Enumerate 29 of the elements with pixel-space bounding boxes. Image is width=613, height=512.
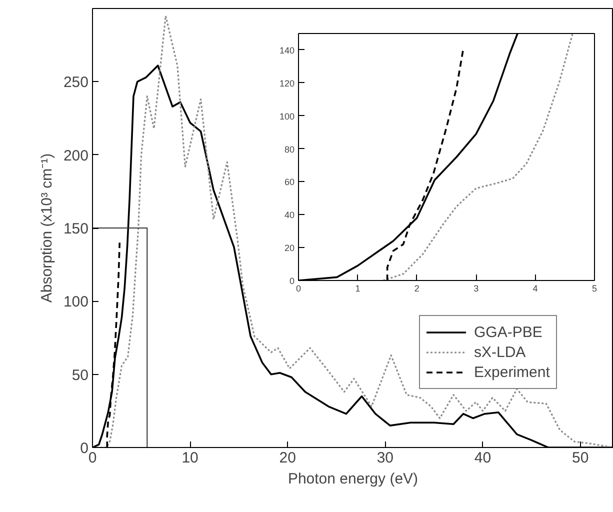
x-tick-label: 1 — [355, 284, 360, 294]
line-series — [382, 34, 574, 280]
y-tick-label: 140 — [279, 45, 295, 56]
legend-label: Experiment — [474, 364, 550, 380]
y-tick-label: 120 — [279, 78, 295, 88]
legend-label: GGA-PBE — [474, 324, 542, 340]
y-tick-label: 200 — [63, 147, 89, 164]
y-tick-label: 150 — [63, 220, 89, 238]
x-tick-label: 3 — [474, 284, 479, 294]
y-tick-label: 60 — [284, 177, 295, 188]
legend-label: sX-LDA — [474, 344, 526, 360]
x-tick-label: 5 — [592, 284, 598, 294]
y-tick-label: 100 — [279, 111, 295, 122]
x-tick-label: 30 — [376, 450, 394, 466]
x-tick-label: 2 — [414, 284, 420, 294]
y-tick-label: 50 — [72, 366, 89, 384]
x-tick-label: 0 — [296, 284, 302, 294]
x-tick-label: 10 — [182, 450, 198, 466]
y-tick-label: 20 — [284, 243, 295, 254]
y-axis-title: Absorption (x10³ cm⁻¹) — [38, 153, 56, 303]
y-tick-label: 80 — [284, 144, 295, 154]
y-tick-label: 40 — [284, 210, 295, 220]
x-tick-label: 40 — [474, 450, 492, 466]
y-tick-label: 0 — [289, 276, 295, 286]
y-tick-label: 100 — [63, 294, 89, 311]
y-tick-label: 250 — [63, 74, 89, 92]
x-axis-title: Photon energy (eV) — [288, 470, 418, 488]
x-tick-label: 4 — [532, 284, 538, 294]
x-tick-label: 50 — [572, 450, 589, 466]
